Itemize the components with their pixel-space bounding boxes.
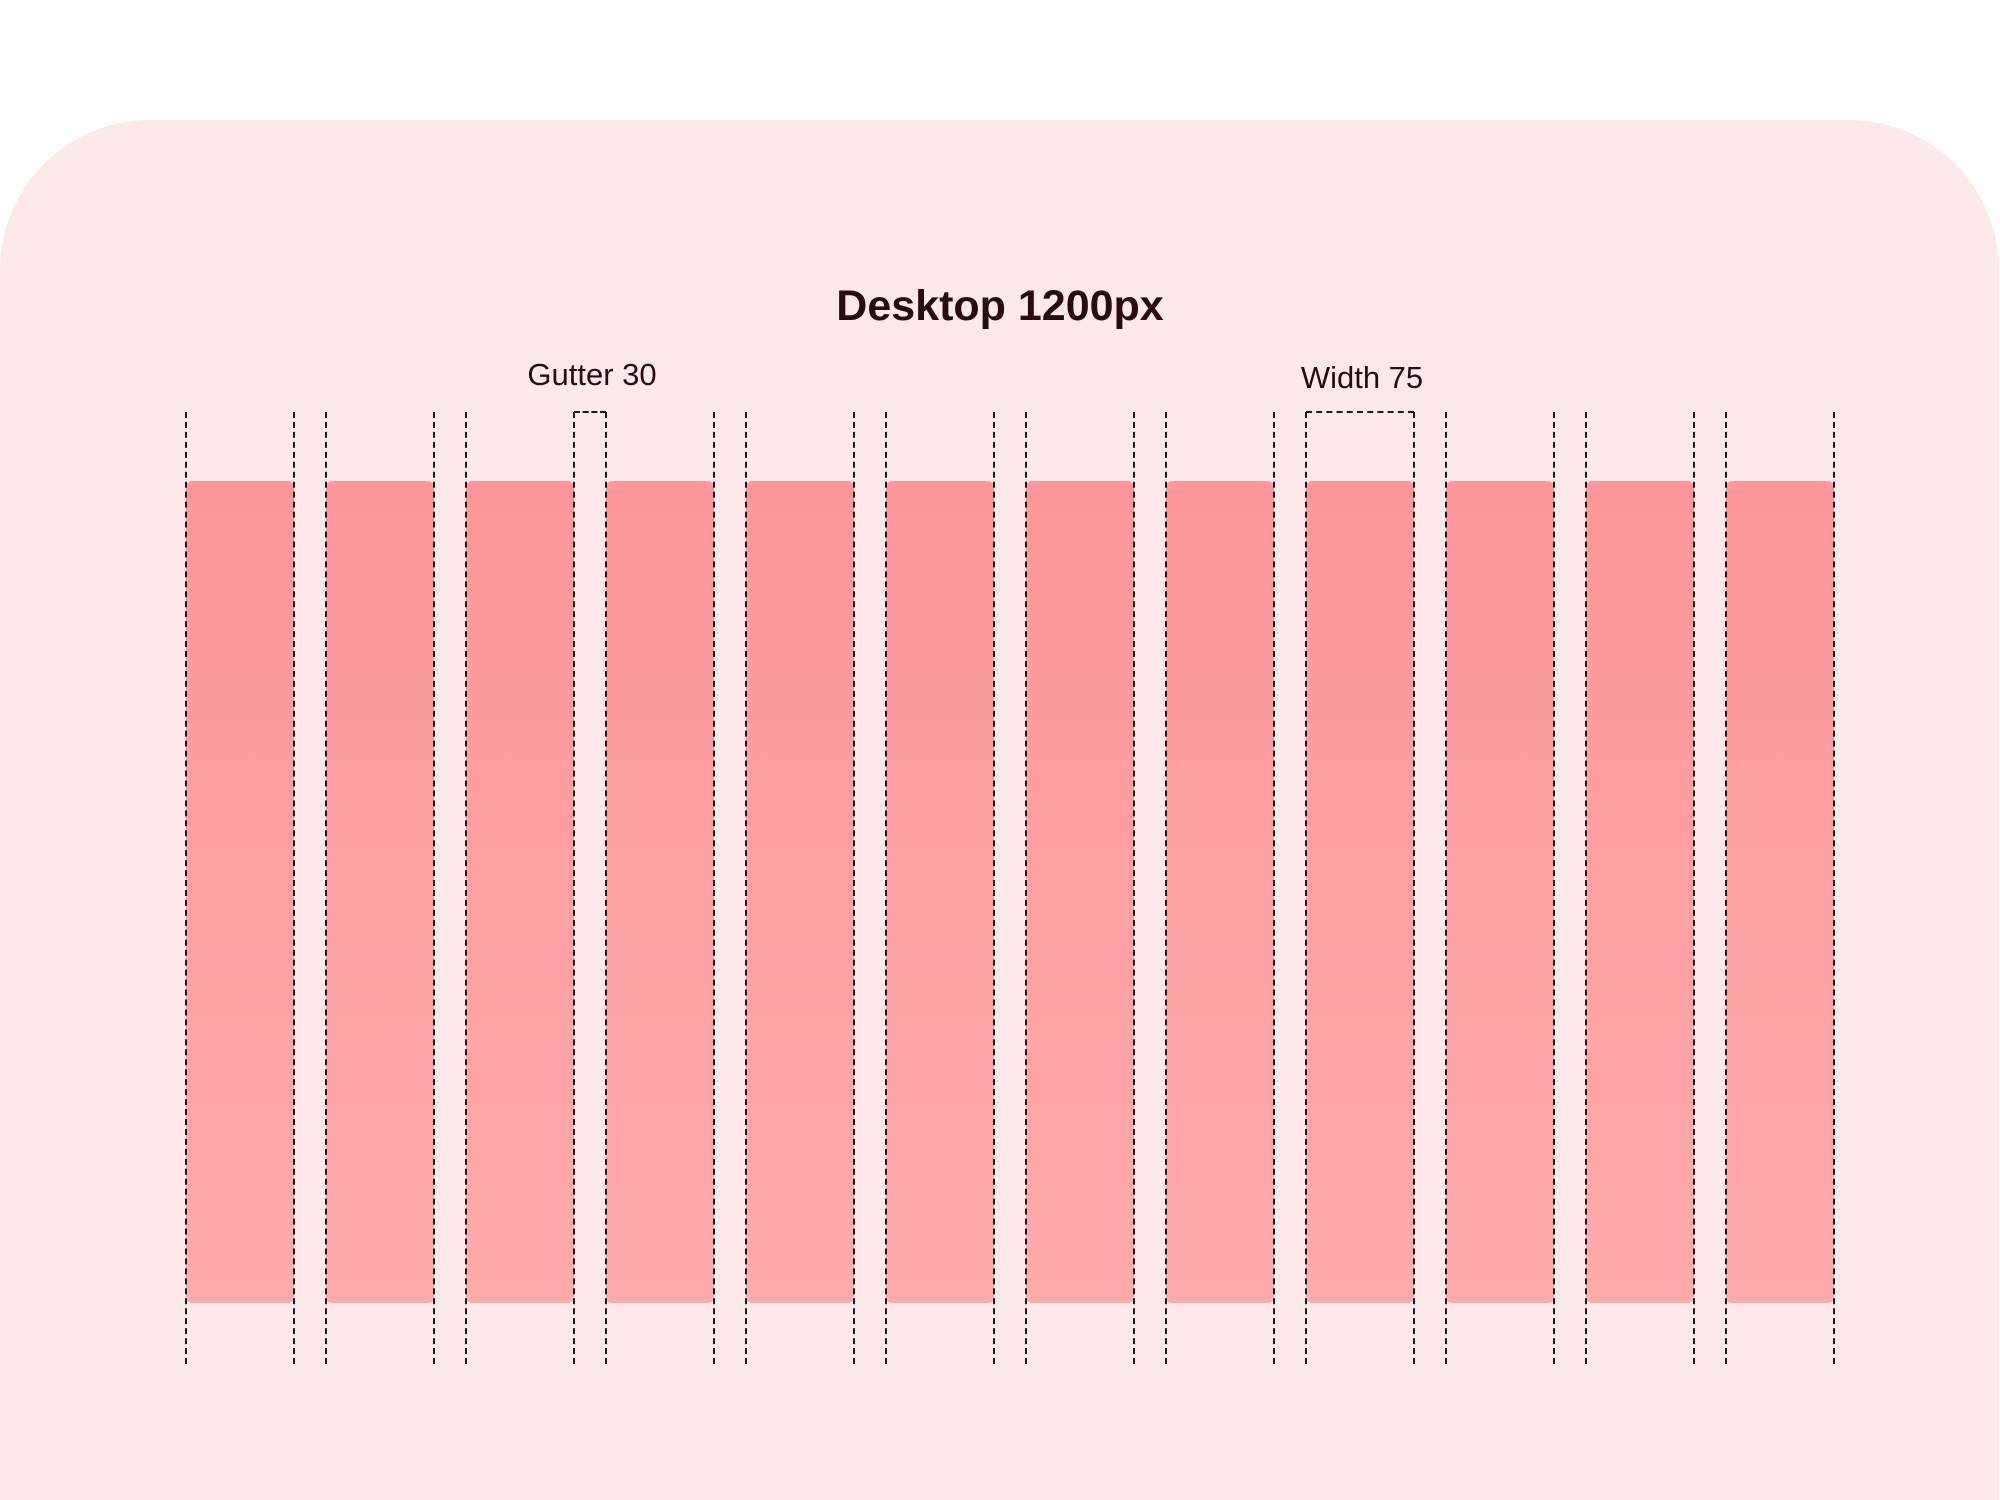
page-title: Desktop 1200px — [836, 282, 1164, 330]
column-guide-left-7 — [1025, 412, 1027, 1364]
grid-column-1 — [186, 481, 294, 1303]
column-guide-left-5 — [745, 412, 747, 1364]
grid-column-4 — [606, 481, 714, 1303]
width-label: Width 75 — [1300, 360, 1424, 395]
column-guide-left-9 — [1305, 412, 1307, 1364]
grid-column-2 — [326, 481, 434, 1303]
grid-column-11 — [1586, 481, 1694, 1303]
column-guide-right-11 — [1693, 412, 1695, 1364]
column-guide-right-8 — [1273, 412, 1275, 1364]
grid-column-6 — [886, 481, 994, 1303]
column-guide-left-10 — [1445, 412, 1447, 1364]
grid-column-10 — [1446, 481, 1554, 1303]
column-guide-right-10 — [1553, 412, 1555, 1364]
column-guide-right-5 — [853, 412, 855, 1364]
column-guide-left-11 — [1585, 412, 1587, 1364]
grid-column-8 — [1166, 481, 1274, 1303]
grid-column-7 — [1026, 481, 1134, 1303]
grid-column-9 — [1306, 481, 1414, 1303]
column-guide-right-4 — [713, 412, 715, 1364]
column-guide-left-1 — [185, 412, 187, 1364]
grid-column-3 — [466, 481, 574, 1303]
width-measure-line — [1306, 411, 1414, 413]
column-guide-right-1 — [293, 412, 295, 1364]
column-guide-right-6 — [993, 412, 995, 1364]
column-guide-left-6 — [885, 412, 887, 1364]
column-guide-left-4 — [605, 412, 607, 1364]
column-guide-left-3 — [465, 412, 467, 1364]
gutter-measure-line — [574, 411, 606, 413]
column-guide-right-9 — [1413, 412, 1415, 1364]
column-guide-left-8 — [1165, 412, 1167, 1364]
column-guide-right-3 — [573, 412, 575, 1364]
column-guide-right-2 — [433, 412, 435, 1364]
grid-column-12 — [1726, 481, 1834, 1303]
gutter-label: Gutter 30 — [527, 357, 657, 392]
column-guide-right-7 — [1133, 412, 1135, 1364]
column-guide-left-12 — [1725, 412, 1727, 1364]
grid-column-5 — [746, 481, 854, 1303]
column-guide-left-2 — [325, 412, 327, 1364]
column-guide-right-12 — [1833, 412, 1835, 1364]
